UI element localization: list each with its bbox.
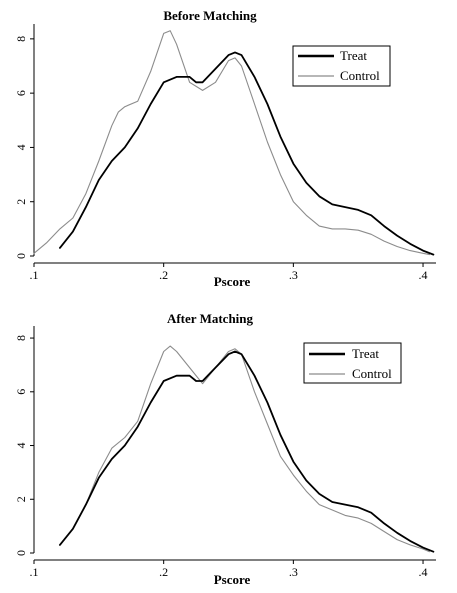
- y-tick-label: 0: [14, 550, 28, 556]
- x-tick-label: .2: [159, 268, 168, 282]
- y-tick-label: 8: [14, 335, 28, 341]
- legend-box: [303, 342, 402, 384]
- y-tick-label: 6: [14, 90, 28, 96]
- legend-label-control: Control: [340, 68, 380, 83]
- y-tick-label: 2: [14, 496, 28, 502]
- series-line-control: [59, 345, 431, 553]
- legend: Treat Control: [303, 342, 402, 384]
- x-tick-label: .4: [419, 565, 428, 579]
- y-tick-label: 0: [14, 253, 28, 259]
- legend-label-treat: Treat: [340, 48, 367, 63]
- x-axis-label: Pscore: [214, 572, 251, 587]
- chart-title: Before Matching: [163, 8, 257, 23]
- x-tick-label: .3: [289, 565, 298, 579]
- x-tick-label: .4: [419, 268, 428, 282]
- y-tick-label: 6: [14, 389, 28, 395]
- before-matching-panel: Before Matching 0 2 4 6 8 .1 .2 .3 .4 Pscore Tre…: [14, 8, 436, 289]
- plot-area: 0 2 4 6 8 .1 .2 .3 .4: [14, 24, 436, 282]
- legend: Treat Control: [292, 45, 391, 87]
- series-line-control: [33, 30, 431, 256]
- x-tick-label: .2: [159, 565, 168, 579]
- legend-label-treat: Treat: [352, 346, 379, 361]
- y-tick-label: 2: [14, 199, 28, 205]
- y-tick-label: 4: [14, 144, 28, 150]
- chart-title: After Matching: [167, 311, 254, 326]
- y-tick-label: 4: [14, 443, 28, 449]
- plot-area: 0 2 4 6 8 .1 .2 .3 .4: [14, 326, 436, 579]
- series-line-treat: [59, 51, 435, 256]
- legend-label-control: Control: [352, 366, 392, 381]
- x-tick-label: .3: [289, 268, 298, 282]
- series-line-treat: [59, 350, 435, 553]
- x-tick-label: .1: [30, 268, 39, 282]
- x-tick-label: .1: [30, 565, 39, 579]
- after-matching-panel: After Matching 0 2 4 6 8 .1 .2 .3 .4 Pscore Trea…: [14, 311, 436, 587]
- legend-box: [292, 45, 391, 87]
- x-axis-label: Pscore: [214, 274, 251, 289]
- y-tick-label: 8: [14, 36, 28, 42]
